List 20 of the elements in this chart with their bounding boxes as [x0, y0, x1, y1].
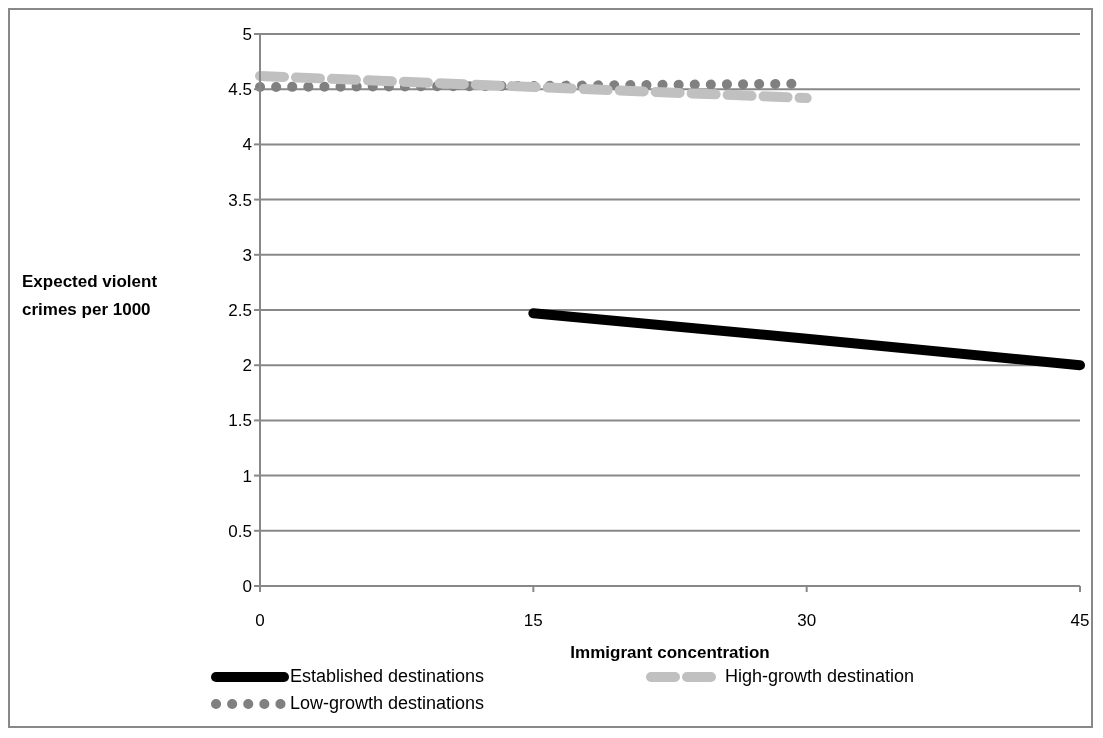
y-tick-label: 1: [242, 466, 252, 486]
x-tick-label: 45: [1070, 611, 1090, 631]
y-tick-label: 0: [242, 577, 252, 597]
y-tick-label: 2.5: [228, 301, 252, 321]
x-tick-label: 15: [523, 611, 543, 631]
x-tick-label: 30: [797, 611, 817, 631]
y-tick-label: 2: [242, 356, 252, 376]
x-tick-label: 0: [255, 611, 265, 631]
y-tick-label: 1.5: [228, 411, 252, 431]
legend-label: Established destinations: [290, 666, 485, 687]
legend-label: Low-growth destinations: [290, 693, 485, 714]
y-tick-label: 5: [242, 25, 252, 45]
y-tick-label: 3: [242, 245, 252, 265]
y-tick-label: 4: [242, 135, 252, 155]
x-axis-title: Immigrant concentration: [570, 643, 770, 662]
y-tick-label: 4.5: [228, 80, 252, 100]
y-tick-label: 0.5: [228, 521, 252, 541]
y-axis-title: Expected violent crimes per 1000: [22, 271, 159, 321]
y-tick-label: 3.5: [228, 190, 252, 210]
legend-label: High-growth destination: [725, 666, 915, 687]
